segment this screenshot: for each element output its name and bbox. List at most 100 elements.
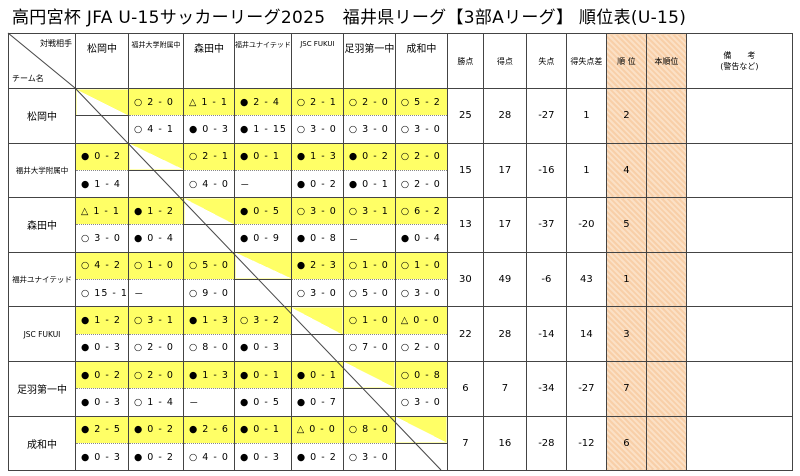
result-second: ○ 1 - 4 [128,388,184,417]
result-second: ● 0 - 7 [290,388,344,417]
final-rank [645,88,687,144]
result-second: ○ 4 - 0 [183,442,235,472]
result-second: ○ 3 - 0 [290,115,344,144]
result-first: ● 0 - 2 [75,360,129,390]
final-rank [645,360,687,417]
result-first: ● 0 - 1 [234,360,292,390]
row-top: 森田中 △ 1 - 1 ● 1 - 2 ● 0 - 5 ○ 3 - 0 ○ 3 - 1 ○ … [8,197,793,253]
stat-value: 7 [605,360,647,417]
team-name: 福井大学附属中 [8,142,76,199]
result-first: ○ 1 - 0 [394,251,448,281]
result-second: ○ 2 - 0 [394,169,448,199]
result-first: ● 0 - 2 [342,142,396,171]
stat-value: 15 [446,142,484,199]
result-second: ○ 8 - 0 [183,333,235,362]
result-first: △ 0 - 0 [290,415,344,444]
result-first: ○ 3 - 0 [290,197,344,226]
result-first: △ 1 - 1 [75,197,129,226]
stat-value: 1 [565,142,607,199]
diagonal-cell [342,360,396,390]
stat-value: -34 [525,360,567,417]
stat-header: 失点 [525,33,567,89]
result-first: ○ 8 - 0 [342,415,396,444]
result-first: ● 0 - 1 [234,142,292,171]
team-header: 福井ユナイテッド [234,33,292,89]
result-first: ● 0 - 5 [234,197,292,226]
stat-value: 28 [482,88,527,144]
stat-header: 本順位 [645,33,687,89]
remarks [685,251,793,308]
result-first: ○ 2 - 0 [394,142,448,171]
corner-bottom: チーム名 [12,74,44,83]
result-first: ● 1 - 2 [75,306,129,335]
result-first: ○ 5 - 0 [183,251,235,281]
result-first: ○ 0 - 8 [394,360,448,390]
remarks [685,415,793,472]
diagonal-cell [183,224,235,253]
remarks [685,142,793,199]
result-second: ● 0 - 3 [75,388,129,417]
diagonal-cell [234,251,292,281]
result-second: ● 0 - 3 [75,333,129,362]
result-first: ○ 2 - 0 [342,87,396,117]
result-second: ● 0 - 4 [128,224,184,253]
diagonal-cell [394,442,448,472]
stat-value: -6 [525,251,567,308]
stat-header: 勝点 [446,33,484,89]
remarks-header: 備 考 (警告など) [685,33,793,89]
result-first: ● 2 - 4 [234,87,292,117]
stat-value: 6 [605,415,647,472]
stat-value: -12 [565,415,607,472]
team-header: 福井大学附属中 [128,33,184,89]
header-row: 対戦相手 チーム名 松岡中 福井大学附属中 森田中 福井ユナイテッド JSC FUKUI 足羽… [8,33,793,89]
final-rank [645,306,687,362]
result-first: ● 2 - 3 [290,251,344,281]
result-second: ○ 15 - 1 [75,279,129,308]
stat-value: 49 [482,251,527,308]
team-header: 松岡中 [75,33,129,89]
result-second: ● 0 - 3 [234,442,292,472]
team-name: 福井ユナイテッド [8,251,76,308]
result-first: ● 0 - 2 [128,415,184,444]
stat-value: 30 [446,251,484,308]
diagonal-cell [290,306,344,335]
result-second: － [128,279,184,308]
result-second: ○ 3 - 0 [342,442,396,472]
result-first: ○ 6 - 2 [394,197,448,226]
result-first: ● 0 - 1 [234,415,292,444]
stat-value: -14 [525,306,567,362]
result-second: ○ 4 - 1 [128,115,184,144]
stat-value: -28 [525,415,567,472]
result-second: ● 0 - 3 [234,333,292,362]
remarks [685,197,793,253]
stat-value: 7 [482,360,527,417]
stat-value: 1 [565,88,607,144]
result-second: ○ 3 - 0 [342,115,396,144]
final-rank [645,251,687,308]
remarks [685,306,793,362]
row-top: 足羽第一中 ● 0 - 2 ○ 2 - 0 ● 1 - 3 ● 0 - 1 ● 0 - 1… [8,360,793,417]
stat-value: 22 [446,306,484,362]
stat-value: 28 [482,306,527,362]
result-second: － [183,388,235,417]
result-second: ● 0 - 9 [234,224,292,253]
standings-table: 対戦相手 チーム名 松岡中 福井大学附属中 森田中 福井ユナイテッド JSC FUKUI 足羽… [8,33,793,472]
remarks-title: 備 考 [723,51,756,60]
stat-value: 25 [446,88,484,144]
result-second: ● 1 - 4 [75,169,129,199]
result-second: ● 0 - 4 [394,224,448,253]
stat-value: -27 [525,88,567,144]
stat-value: 17 [482,142,527,199]
result-first: ● 1 - 2 [128,197,184,226]
result-second: ○ 3 - 0 [290,279,344,308]
corner-cell: 対戦相手 チーム名 [8,33,76,89]
diagonal-cell [290,333,344,362]
diagonal-cell [128,142,184,171]
result-second: ● 0 - 1 [342,169,396,199]
result-first: ○ 4 - 2 [75,251,129,281]
stat-value: 4 [605,142,647,199]
result-second: ● 0 - 8 [290,224,344,253]
result-second: ○ 7 - 0 [342,333,396,362]
result-first: △ 1 - 1 [183,87,235,117]
diagonal-cell [234,279,292,308]
